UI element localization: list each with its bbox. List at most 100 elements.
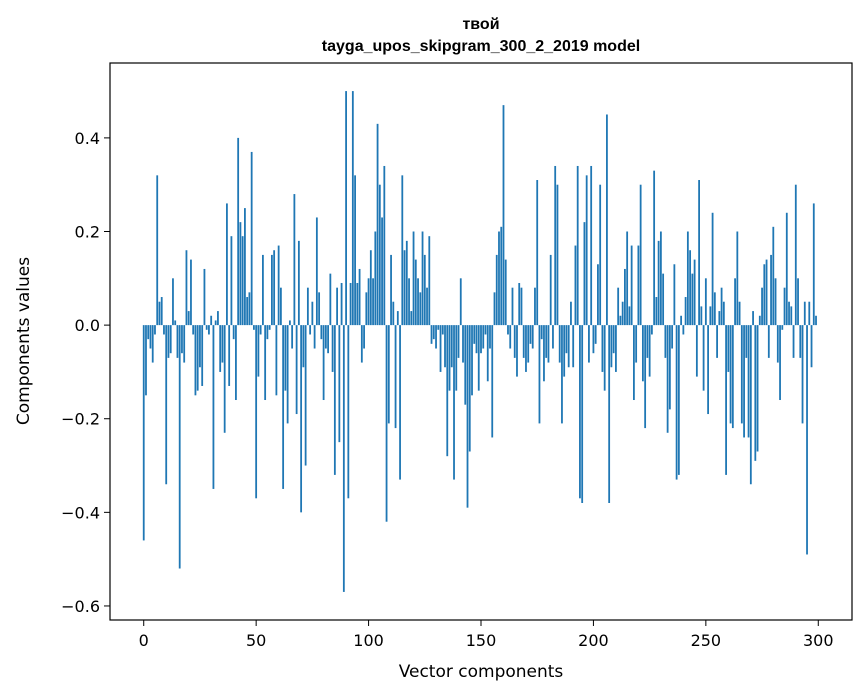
bar-22 <box>192 325 195 335</box>
bar-110 <box>390 254 392 326</box>
bar-239 <box>680 315 683 326</box>
bar-180 <box>547 325 550 363</box>
bar-127 <box>428 236 431 326</box>
bar-193 <box>576 165 579 326</box>
bar-184 <box>556 184 559 326</box>
bar-108 <box>385 325 388 522</box>
y-axis-ticks: −0.6 −0.4 −0.2 0.0 0.2 0.4 <box>61 129 110 616</box>
bar-105 <box>378 184 381 326</box>
bar-2 <box>147 325 150 340</box>
bar-284 <box>781 325 784 330</box>
bar-135 <box>446 325 449 457</box>
bar-86 <box>336 287 338 326</box>
bar-87 <box>338 325 341 443</box>
y-tick-label: 0.0 <box>75 316 100 335</box>
bar-155 <box>491 325 494 438</box>
bar-101 <box>369 250 372 326</box>
bar-42 <box>237 137 240 326</box>
bar-148 <box>475 325 478 354</box>
bar-163 <box>509 325 512 349</box>
bar-283 <box>779 325 781 401</box>
bar-116 <box>403 250 406 326</box>
bar-94 <box>354 175 356 326</box>
bar-29 <box>208 325 210 335</box>
bar-297 <box>810 325 813 368</box>
bar-106 <box>381 217 383 326</box>
bar-90 <box>345 91 347 326</box>
bar-63 <box>284 325 287 391</box>
x-axis-ticks: 0 50 100 150 200 250 300 <box>139 620 834 650</box>
bar-229 <box>657 240 660 326</box>
bar-271 <box>752 311 754 326</box>
bar-32 <box>214 320 217 326</box>
bar-280 <box>772 226 775 326</box>
bar-120 <box>412 231 415 326</box>
bar-242 <box>686 231 689 326</box>
bar-25 <box>199 325 201 368</box>
bar-70 <box>300 325 303 513</box>
bar-157 <box>495 254 498 326</box>
bar-69 <box>297 240 300 326</box>
bar-246 <box>695 325 698 377</box>
bar-128 <box>430 325 433 344</box>
bar-252 <box>709 306 712 326</box>
bar-62 <box>282 325 285 489</box>
bar-221 <box>639 184 642 326</box>
bar-4 <box>151 325 154 363</box>
bar-218 <box>633 325 635 401</box>
bar-298 <box>812 203 815 326</box>
bar-164 <box>511 287 514 326</box>
bar-9 <box>163 325 165 335</box>
bar-156 <box>493 292 496 326</box>
bar-99 <box>365 292 368 326</box>
bar-186 <box>561 325 563 424</box>
chart-title-line1: твой <box>462 16 499 33</box>
bar-192 <box>574 245 577 326</box>
bar-50 <box>255 325 258 499</box>
bar-269 <box>747 325 750 438</box>
bar-240 <box>682 325 685 335</box>
bar-67 <box>293 194 296 326</box>
bar-34 <box>219 325 222 372</box>
x-tick-label: 250 <box>691 631 722 650</box>
bar-20 <box>187 311 190 326</box>
bar-209 <box>612 325 615 354</box>
bar-83 <box>329 273 332 326</box>
bar-89 <box>342 325 345 592</box>
bar-263 <box>734 278 736 326</box>
bar-136 <box>448 325 451 391</box>
bar-12 <box>169 325 172 354</box>
bar-281 <box>774 278 777 326</box>
bar-75 <box>311 301 314 326</box>
bar-196 <box>583 222 586 326</box>
bar-214 <box>624 268 626 326</box>
bar-268 <box>745 325 748 358</box>
bar-170 <box>525 325 527 372</box>
bar-123 <box>419 292 422 326</box>
bar-198 <box>588 325 590 363</box>
bar-253 <box>711 212 714 326</box>
bar-141 <box>459 278 462 326</box>
bar-187 <box>563 325 566 377</box>
bar-167 <box>518 282 521 326</box>
bar-122 <box>417 278 419 326</box>
bar-159 <box>500 226 503 326</box>
bar-125 <box>423 254 426 326</box>
bar-247 <box>698 180 700 326</box>
bar-162 <box>507 325 509 335</box>
chart-title-line2: tayga_upos_skipgram_300_2_2019 model <box>322 38 640 55</box>
bar-285 <box>783 287 786 326</box>
bar-171 <box>527 325 530 363</box>
bar-10 <box>165 325 168 485</box>
bar-118 <box>408 278 410 326</box>
bar-79 <box>320 325 323 340</box>
bar-54 <box>264 325 267 401</box>
bar-85 <box>333 325 336 475</box>
bar-88 <box>340 282 343 326</box>
bar-51 <box>257 325 260 377</box>
bar-169 <box>522 325 525 358</box>
bar-232 <box>664 325 667 358</box>
y-tick-label: −0.6 <box>61 597 100 616</box>
bar-103 <box>374 231 377 326</box>
bar-144 <box>466 325 469 508</box>
